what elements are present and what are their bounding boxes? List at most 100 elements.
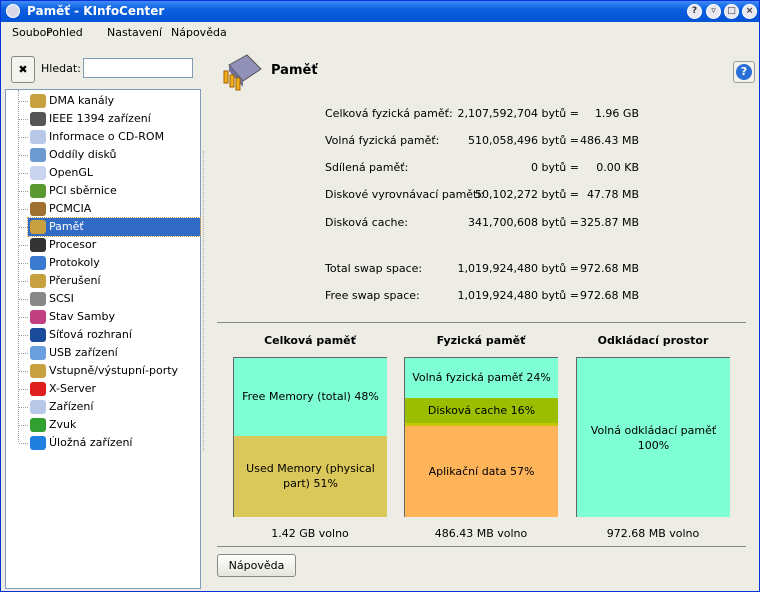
- stat-row: Disková cache: 341,700,608 bytů = 325.87 M…: [325, 216, 645, 230]
- search-input[interactable]: [83, 58, 193, 78]
- tree-item-label: Zvuk: [49, 418, 77, 431]
- stat-label: Disková cache:: [325, 216, 408, 229]
- tree-item-label: Informace o CD-ROM: [49, 130, 165, 143]
- tree-item[interactable]: Paměť: [27, 217, 201, 237]
- tree-item-label: USB zařízení: [49, 346, 118, 359]
- help-title-button[interactable]: ?: [687, 4, 702, 19]
- menu-nastaveni[interactable]: Nastavení: [107, 26, 163, 39]
- tree-item[interactable]: OpenGL: [28, 164, 200, 182]
- segment-label: Free Memory (total) 48%: [242, 390, 379, 404]
- bar-segment: Aplikační data 57%: [405, 426, 558, 517]
- tree-line: [19, 245, 28, 246]
- module-icon: [30, 310, 46, 324]
- bar-segment: Disková cache 16%: [405, 397, 558, 424]
- module-icon: [30, 346, 46, 360]
- stat-row: Celková fyzická paměť: 2,107,592,704 bytů…: [325, 107, 645, 121]
- tree-line: [19, 101, 28, 102]
- module-icon: [30, 400, 46, 414]
- tree-item[interactable]: Procesor: [28, 236, 200, 254]
- close-button[interactable]: ×: [742, 4, 757, 19]
- maximize-button[interactable]: □: [724, 4, 739, 19]
- module-tree[interactable]: DMA kanály IEEE 1394 zařízení Informace o …: [5, 89, 201, 589]
- stat-human: 325.87 MB: [579, 216, 639, 229]
- module-icon: [30, 220, 46, 234]
- clear-icon: ✖: [18, 63, 28, 76]
- stat-row: Total swap space: 1,019,924,480 bytů = 972…: [325, 262, 645, 276]
- tree-item[interactable]: Přerušení: [28, 272, 200, 290]
- stat-label: Sdílená paměť:: [325, 161, 409, 174]
- memory-bar: Volná odkládací paměť 100%: [576, 357, 730, 517]
- tree-item[interactable]: Síťová rozhraní: [28, 326, 200, 344]
- tree-item-label: IEEE 1394 zařízení: [49, 112, 151, 125]
- tree-item[interactable]: PCMCIA: [28, 200, 200, 218]
- window-title: Paměť - KInfoCenter: [27, 4, 165, 18]
- tree-line: [19, 119, 28, 120]
- module-icon: [30, 292, 46, 306]
- tree-line: [19, 317, 28, 318]
- tree-line: [19, 335, 28, 336]
- bar-segment: Volná fyzická paměť 24%: [405, 358, 558, 398]
- help-button-top[interactable]: ?: [733, 61, 755, 83]
- module-icon: [30, 148, 46, 162]
- tree-line: [19, 227, 28, 228]
- tree-line: [19, 353, 28, 354]
- tree-item[interactable]: SCSI: [28, 290, 200, 308]
- tree-item[interactable]: Úložná zařízení: [28, 434, 200, 452]
- tree-line: [19, 209, 28, 210]
- module-icon: [30, 274, 46, 288]
- stat-human: 486.43 MB: [579, 134, 639, 147]
- segment-label: Volná fyzická paměť 24%: [412, 371, 551, 385]
- segment-label: Disková cache 16%: [427, 403, 536, 417]
- tree-item[interactable]: USB zařízení: [28, 344, 200, 362]
- stat-row: Diskové vyrovnávací paměti: 50,102,272 by…: [325, 188, 645, 202]
- tree-item[interactable]: Protokoly: [28, 254, 200, 272]
- splitter-handle[interactable]: [203, 151, 204, 451]
- tree-item[interactable]: Stav Samby: [28, 308, 200, 326]
- tree-item-label: Protokoly: [49, 256, 100, 269]
- tree-item[interactable]: IEEE 1394 zařízení: [28, 110, 200, 128]
- stat-bytes: 510,058,496 bytů =: [468, 134, 579, 147]
- module-icon: [30, 418, 46, 432]
- tree-item[interactable]: Zařízení: [28, 398, 200, 416]
- stat-bytes: 2,107,592,704 bytů =: [457, 107, 579, 120]
- stat-human: 47.78 MB: [586, 188, 639, 201]
- tree-line: [19, 425, 28, 426]
- tree-item-label: PCI sběrnice: [49, 184, 117, 197]
- menu-pohled[interactable]: Pohled: [46, 26, 83, 39]
- title-bar: Paměť - KInfoCenter ? ▿ □ ×: [1, 1, 759, 22]
- tree-item-label: PCMCIA: [49, 202, 92, 215]
- tree-line: [19, 281, 28, 282]
- stat-human: 972.68 MB: [579, 262, 639, 275]
- tree-item[interactable]: PCI sběrnice: [28, 182, 200, 200]
- tree-line: [19, 443, 28, 444]
- help-button[interactable]: Nápověda: [217, 554, 296, 577]
- menu-soubor[interactable]: Soubor: [12, 26, 51, 39]
- stat-human: 1.96 GB: [594, 107, 639, 120]
- tree-item-label: Přerušení: [49, 274, 101, 287]
- free-label: 972.68 MB volno: [606, 527, 700, 540]
- tree-item[interactable]: Informace o CD-ROM: [28, 128, 200, 146]
- minimize-button[interactable]: ▿: [706, 4, 721, 19]
- tree-item[interactable]: X-Server: [28, 380, 200, 398]
- tree-line: [19, 155, 28, 156]
- segment-label: Aplikační data 57%: [428, 465, 535, 479]
- tree-item[interactable]: Oddíly disků: [28, 146, 200, 164]
- stat-bytes: 50,102,272 bytů =: [475, 188, 579, 201]
- module-icon: [30, 256, 46, 270]
- tree-line: [19, 407, 28, 408]
- module-icon: [30, 382, 46, 396]
- tree-item-label: Zařízení: [49, 400, 94, 413]
- tree-item[interactable]: Vstupně/výstupní-porty: [28, 362, 200, 380]
- tree-item[interactable]: DMA kanály: [28, 92, 200, 110]
- tree-item-label: Úložná zařízení: [49, 436, 133, 449]
- stat-row: Free swap space: 1,019,924,480 bytů = 972.…: [325, 289, 645, 303]
- menu-napoveda[interactable]: Nápověda: [171, 26, 227, 39]
- stat-row: Volná fyzická paměť: 510,058,496 bytů = 48…: [325, 134, 645, 148]
- tree-item-label: OpenGL: [49, 166, 94, 179]
- stat-bytes: 0 bytů =: [531, 161, 579, 174]
- clear-search-button[interactable]: ✖: [11, 56, 35, 83]
- tree-item[interactable]: Zvuk: [28, 416, 200, 434]
- chart-title: Celková paměť: [264, 334, 356, 347]
- module-icon: [30, 328, 46, 342]
